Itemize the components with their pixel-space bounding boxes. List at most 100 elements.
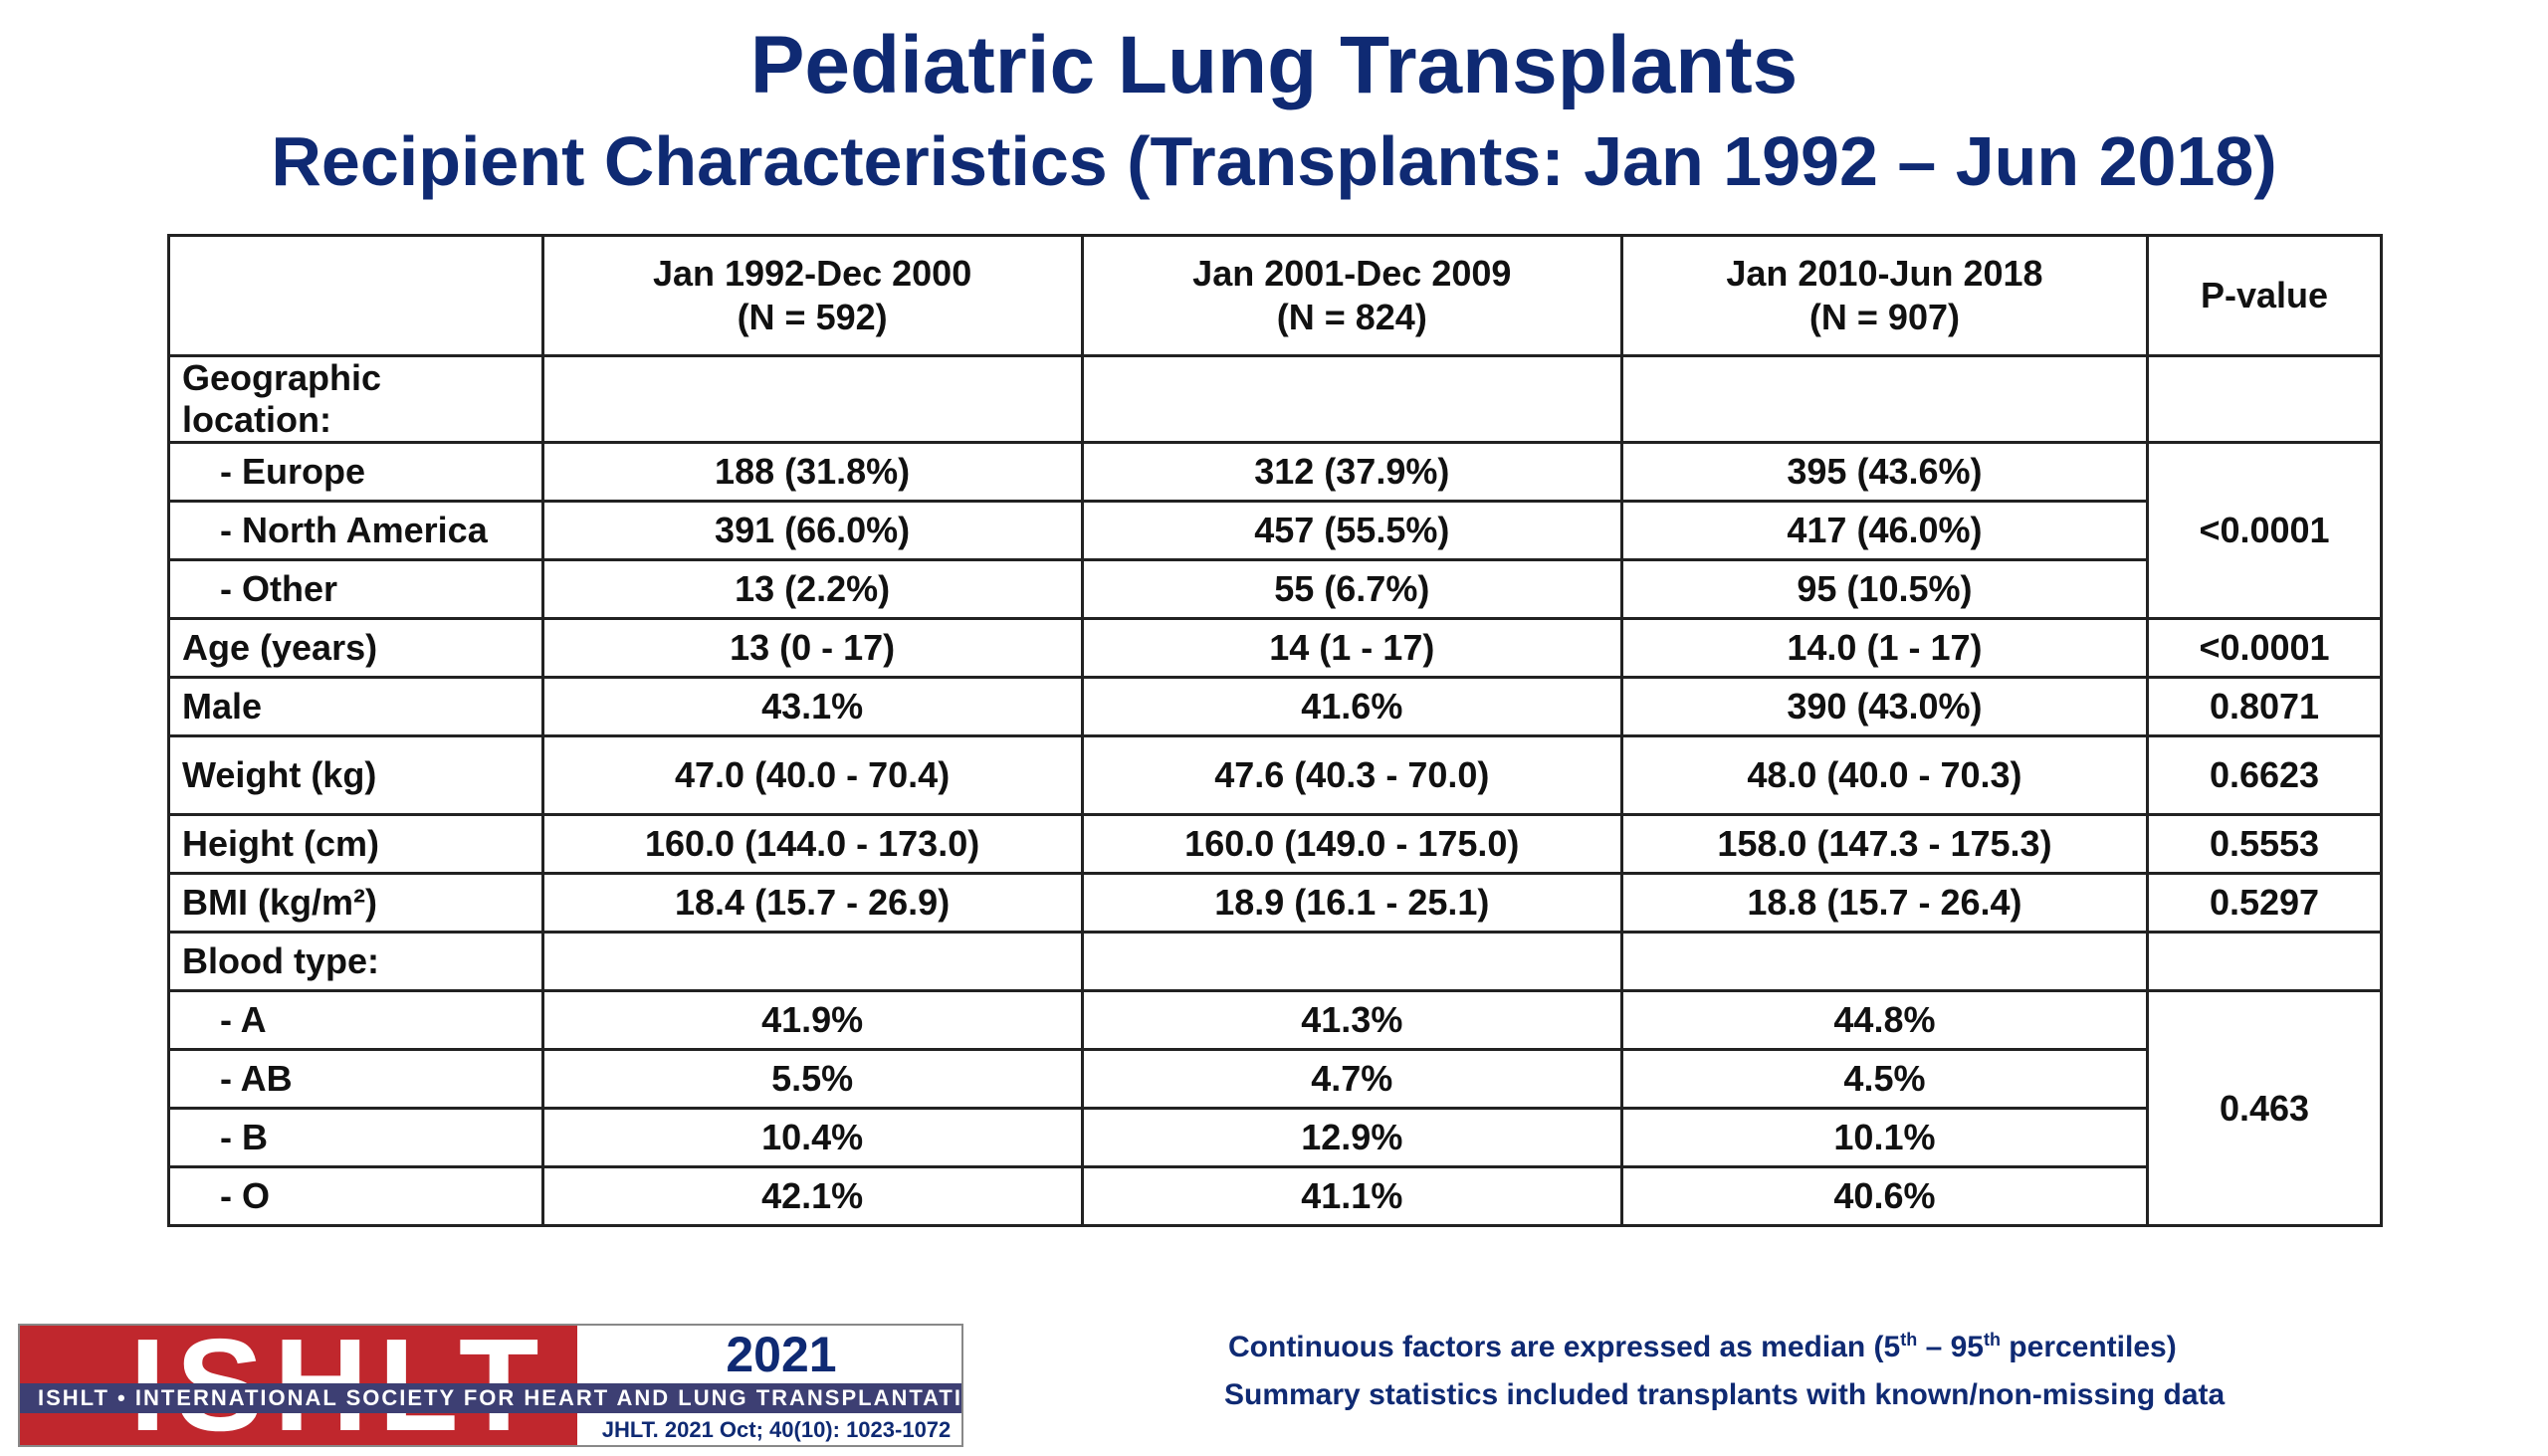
table-cell: 18.4 (15.7 - 26.9) [540,872,1084,934]
empty-cell [540,931,1084,992]
table-cell: 158.0 (147.3 - 175.3) [1619,813,2150,875]
table-row-height: Height (cm) 160.0 (144.0 - 173.0) 160.0 … [167,813,2383,875]
column-period-label: Jan 2001-Dec 2009 [1192,253,1512,294]
table-cell: 40.6% [1619,1165,2150,1227]
footnote-superscript: th [1900,1330,1918,1350]
column-period-label: Jan 2010-Jun 2018 [1726,253,2043,294]
table-cell: 41.9% [540,989,1084,1051]
table-row-blood-heading: Blood type: [167,931,2383,992]
table-cell: 14 (1 - 17) [1080,617,1623,679]
table-cell: 188 (31.8%) [540,441,1084,503]
table-cell: 417 (46.0%) [1619,500,2150,561]
footnote-line-2: Summary statistics included transplants … [1224,1378,2226,1411]
row-label: - A [167,989,544,1051]
logo-year: 2021 [726,1327,837,1382]
footnote-line-1: Continuous factors are expressed as medi… [1224,1316,2518,1371]
table-cell: 160.0 (144.0 - 173.0) [540,813,1084,875]
footnote-text: – 95 [1917,1331,1984,1363]
row-label: - Europe [167,441,544,503]
pvalue-cell: <0.0001 [2146,617,2383,679]
column-header-pvalue: P-value [2146,234,2383,357]
table-row-bmi: BMI (kg/m²) 18.4 (15.7 - 26.9) 18.9 (16.… [167,872,2383,934]
row-label: BMI (kg/m²) [167,872,544,934]
table-cell: 55 (6.7%) [1080,558,1623,620]
table-cell: 41.3% [1080,989,1623,1051]
column-header-period-2: Jan 2001-Dec 2009 (N = 824) [1080,234,1623,357]
empty-cell [1080,931,1623,992]
column-header-period-1: Jan 1992-Dec 2000 (N = 592) [540,234,1084,357]
table-row-age: Age (years) 13 (0 - 17) 14 (1 - 17) 14.0… [167,617,2383,679]
row-label: - AB [167,1048,544,1110]
table-cell: 390 (43.0%) [1619,676,2150,737]
row-label: Male [167,676,544,737]
column-period-label: Jan 1992-Dec 2000 [652,253,972,294]
table-row-blood-o: - O 42.1% 41.1% 40.6% [167,1165,2382,1227]
row-label: - Other [167,558,544,620]
footnotes: Continuous factors are expressed as medi… [1224,1316,2518,1419]
table-cell: 4.5% [1619,1048,2150,1110]
footnote-superscript: th [1983,1330,2001,1350]
table-cell: 312 (37.9%) [1080,441,1623,503]
table-cell: 13 (0 - 17) [540,617,1084,679]
empty-cell [2146,354,2383,444]
table-cell: 5.5% [540,1048,1084,1110]
column-n-label: (N = 824) [1276,297,1427,337]
header-empty-cell [167,234,544,357]
table-cell: 18.8 (15.7 - 26.4) [1619,872,2150,934]
table-cell: 457 (55.5%) [1080,500,1623,561]
table-cell: 48.0 (40.0 - 70.3) [1619,734,2150,816]
row-label: - North America [167,500,544,561]
table-cell: 95 (10.5%) [1619,558,2150,620]
pvalue-cell: 0.5553 [2146,813,2383,875]
row-label: Age (years) [167,617,544,679]
table-row-blood-a: - A 41.9% 41.3% 44.8% 0.463 [167,989,2383,1227]
column-n-label: (N = 907) [1808,297,1960,337]
row-label: Height (cm) [167,813,544,875]
table-cell: 43.1% [540,676,1084,737]
table-row-blood-ab: - AB 5.5% 4.7% 4.5% [167,1048,2382,1110]
table-cell: 395 (43.6%) [1619,441,2150,503]
table-cell: 391 (66.0%) [540,500,1084,561]
table-cell: 4.7% [1080,1048,1623,1110]
table-cell: 18.9 (16.1 - 25.1) [1080,872,1623,934]
table-cell: 47.6 (40.3 - 70.0) [1080,734,1623,816]
table-row-europe: - Europe 188 (31.8%) 312 (37.9%) 395 (43… [167,441,2383,620]
table-cell: 44.8% [1619,989,2150,1051]
row-label: Blood type: [167,931,544,992]
row-label: Geographic location: [167,354,544,444]
column-header-period-3: Jan 2010-Jun 2018 (N = 907) [1619,234,2150,357]
table-cell: 10.1% [1619,1107,2150,1168]
table-cell: 41.6% [1080,676,1623,737]
table-row-blood-b: - B 10.4% 12.9% 10.1% [167,1107,2382,1168]
empty-cell [1080,354,1623,444]
table-row-other: - Other 13 (2.2%) 55 (6.7%) 95 (10.5%) [167,558,2382,620]
table-row-geo-heading: Geographic location: [167,354,2383,444]
recipient-characteristics-table: Jan 1992-Dec 2000 (N = 592) Jan 2001-Dec… [167,234,2383,1227]
pvalue-cell: 0.8071 [2146,676,2383,737]
page-subtitle: Recipient Characteristics (Transplants: … [271,122,2277,200]
row-label: - B [167,1107,544,1168]
footnote-text: percentiles) [2000,1331,2177,1363]
empty-cell [1619,354,2150,444]
table-cell: 14.0 (1 - 17) [1619,617,2150,679]
ishlt-logo: ISHLT 2021 ISHLT • INTERNATIONAL SOCIETY… [18,1324,963,1447]
table-cell: 160.0 (149.0 - 175.0) [1080,813,1623,875]
page-title: Pediatric Lung Transplants [749,20,1799,110]
column-n-label: (N = 592) [737,297,888,337]
row-label: - O [167,1165,544,1227]
pvalue-cell-blood: 0.463 [2146,989,2383,1227]
table-cell: 41.1% [1080,1165,1623,1227]
pvalue-cell: 0.5297 [2146,872,2383,934]
row-label: Weight (kg) [167,734,544,816]
logo-citation: JHLT. 2021 Oct; 40(10): 1023-1072 [601,1417,952,1442]
empty-cell [1619,931,2150,992]
table-cell: 47.0 (40.0 - 70.4) [540,734,1084,816]
table-cell: 12.9% [1080,1107,1623,1168]
table-row-north-america: - North America 391 (66.0%) 457 (55.5%) … [167,500,2382,561]
footnote-text: Continuous factors are expressed as medi… [1228,1331,1901,1363]
logo-society-band: ISHLT • INTERNATIONAL SOCIETY FOR HEART … [20,1383,961,1413]
pvalue-cell: 0.6623 [2146,734,2383,816]
table-cell: 13 (2.2%) [540,558,1084,620]
table-header-row: Jan 1992-Dec 2000 (N = 592) Jan 2001-Dec… [167,234,2383,357]
table-row-male: Male 43.1% 41.6% 390 (43.0%) 0.8071 [167,676,2383,737]
